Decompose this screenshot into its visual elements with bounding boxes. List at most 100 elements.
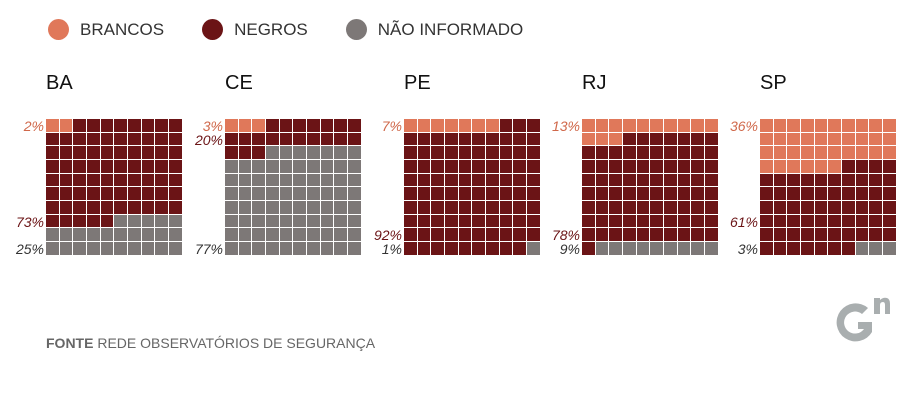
waffle-cell	[704, 214, 718, 228]
data-label: 9%	[559, 240, 580, 257]
waffle-cell	[773, 119, 787, 132]
waffle-cell	[513, 173, 526, 187]
waffle-cell	[800, 146, 814, 159]
waffle-cell	[417, 146, 431, 159]
waffle-cell	[168, 146, 182, 159]
waffle-cell	[704, 187, 718, 200]
waffle-cell	[155, 173, 168, 187]
waffle-cell	[293, 132, 306, 146]
waffle-cell	[334, 241, 347, 255]
waffle-cell	[238, 132, 252, 146]
waffle-cell	[431, 119, 444, 132]
waffle-cell	[347, 119, 361, 132]
waffle-cell	[787, 187, 800, 200]
waffle-cell	[760, 173, 773, 187]
waffle-cell	[636, 146, 650, 159]
waffle-cell	[155, 132, 168, 146]
waffle-cell	[485, 159, 499, 173]
waffle-cell	[252, 159, 265, 173]
waffle-cell	[760, 119, 773, 132]
waffle-cell	[650, 173, 663, 187]
waffle-cell	[59, 173, 73, 187]
waffle-cell	[582, 228, 595, 241]
waffle-cell	[622, 146, 636, 159]
waffle-cell	[155, 200, 168, 214]
waffle-cell	[677, 173, 691, 187]
waffle-cell	[582, 214, 595, 228]
waffle-cell	[431, 214, 444, 228]
waffle-cell	[800, 214, 814, 228]
waffle-cell	[677, 228, 691, 241]
waffle-cell	[636, 119, 650, 132]
waffle-cell	[841, 173, 855, 187]
waffle-cell	[127, 146, 141, 159]
waffle-cell	[582, 187, 595, 200]
waffle-cell	[828, 146, 841, 159]
waffle-cell	[814, 214, 828, 228]
waffle-cell	[472, 241, 485, 255]
waffle-cell	[677, 200, 691, 214]
waffle-panel-pe: PE 7% 92% 1%	[374, 72, 544, 262]
waffle-cell	[677, 214, 691, 228]
waffle-cell	[526, 200, 540, 214]
waffle-cell	[238, 159, 252, 173]
waffle-cell	[828, 159, 841, 173]
waffle-cell	[526, 173, 540, 187]
waffle-cell	[787, 241, 800, 255]
waffle-cell	[814, 159, 828, 173]
waffle-cell	[141, 119, 155, 132]
waffle-cell	[636, 132, 650, 146]
waffle-cell	[663, 187, 677, 200]
waffle-cell	[582, 132, 595, 146]
waffle-cell	[609, 146, 622, 159]
waffle-cell	[73, 214, 86, 228]
waffle-cell	[650, 214, 663, 228]
waffle-cell	[513, 200, 526, 214]
waffle-cell	[347, 241, 361, 255]
waffle-cell	[100, 200, 114, 214]
waffle-cell	[472, 119, 485, 132]
waffle-cell	[334, 173, 347, 187]
waffle-cell	[86, 228, 100, 241]
waffle-cell	[279, 173, 293, 187]
waffle-cell	[114, 228, 127, 241]
waffle-cell	[609, 159, 622, 173]
waffle-cell	[114, 173, 127, 187]
source-note: FONTE REDE OBSERVATÓRIOS DE SEGURANÇA	[46, 335, 375, 351]
waffle-cell	[828, 214, 841, 228]
waffle-cell	[86, 173, 100, 187]
waffle-cell	[704, 146, 718, 159]
waffle-cell	[841, 214, 855, 228]
waffle-cell	[828, 228, 841, 241]
waffle-cell	[417, 159, 431, 173]
waffle-cell	[141, 173, 155, 187]
waffle-cell	[650, 146, 663, 159]
waffle-cell	[499, 241, 513, 255]
waffle-cell	[800, 159, 814, 173]
waffle-cell	[800, 228, 814, 241]
waffle-cell	[168, 200, 182, 214]
waffle-cell	[636, 187, 650, 200]
waffle-cell	[787, 159, 800, 173]
waffle-cell	[334, 187, 347, 200]
waffle-cell	[168, 241, 182, 255]
waffle-cell	[773, 159, 787, 173]
data-label: 7%	[381, 118, 402, 134]
waffle-cell	[252, 241, 265, 255]
waffle-cell	[114, 132, 127, 146]
waffle-cell	[59, 241, 73, 255]
waffle-cell	[636, 241, 650, 255]
waffle-cell	[444, 146, 458, 159]
waffle-cell	[431, 241, 444, 255]
waffle-cell	[485, 228, 499, 241]
waffle-cell	[155, 119, 168, 132]
waffle-cell	[46, 159, 59, 173]
waffle-cell	[526, 132, 540, 146]
waffle-cell	[458, 214, 472, 228]
waffle-cell	[513, 228, 526, 241]
waffle-cell	[458, 119, 472, 132]
waffle-cell	[238, 187, 252, 200]
waffle-cell	[444, 200, 458, 214]
waffle-cell	[293, 241, 306, 255]
waffle-cell	[513, 214, 526, 228]
